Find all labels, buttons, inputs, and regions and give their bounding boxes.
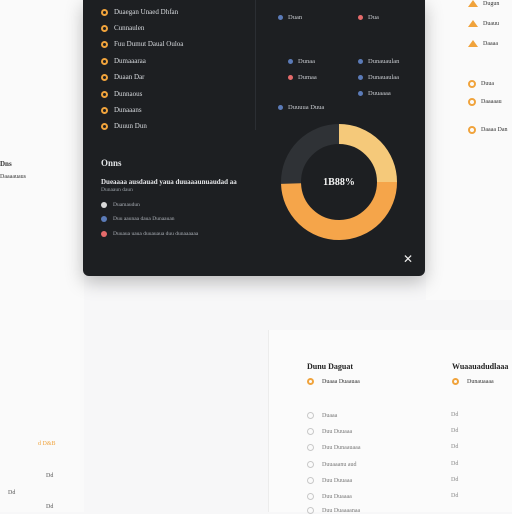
radio-icon: [307, 444, 314, 451]
option-item[interactable]: Dumaaaraa: [101, 57, 146, 65]
list-item[interactable]: Duu Dunaauaaa: [307, 444, 360, 451]
dot-icon: [288, 75, 293, 80]
option-item[interactable]: Duaan Dar: [101, 73, 145, 81]
row-value: Dd: [451, 428, 459, 434]
option-item[interactable]: Duaegan Unaed Dhfan: [101, 8, 178, 16]
option-item[interactable]: Fuu Dumut Daual Ouloa: [101, 40, 183, 48]
donut-segment-light: [338, 124, 397, 183]
list-item[interactable]: Dua: [358, 14, 379, 21]
list-item[interactable]: Duu Duuaaa: [307, 428, 352, 435]
legend-item: Duamaudun: [101, 202, 140, 208]
bottom-panel: [268, 330, 512, 512]
right-item[interactable]: Duua: [468, 80, 494, 88]
donut-segment-orange: [281, 181, 397, 240]
list-item[interactable]: Duu Duaaaanaa: [307, 507, 360, 514]
section-subtitle: Dueaaaa ausdauad yaua duuaaaunuaudad aa: [101, 178, 237, 186]
list-item[interactable]: Duu Duaaaa: [307, 493, 352, 500]
radio-icon: [307, 428, 314, 435]
legend-dot-icon: [101, 231, 107, 237]
radio-icon: [307, 477, 314, 484]
triangle-icon: [468, 40, 478, 47]
list-item[interactable]: Dumaa: [288, 74, 317, 81]
bottom-left-label: Dd: [8, 490, 16, 496]
row-value: Dd: [451, 444, 459, 450]
radio-icon: [101, 106, 108, 114]
radio-icon: [101, 73, 108, 81]
radio-icon: [101, 90, 108, 98]
option-item[interactable]: Duuun Dun: [101, 122, 147, 130]
dot-icon: [358, 59, 363, 64]
radio-icon: [101, 24, 108, 32]
list-item[interactable]: Duuaaaa: [358, 90, 391, 97]
dark-modal: Duaegan Unaed Dhfan Cunnaulen Fuu Dumut …: [83, 0, 425, 276]
column-title: Wuaauadudlaaa: [452, 362, 509, 371]
triangle-icon: [468, 20, 478, 27]
donut-svg: [281, 124, 397, 240]
list-item[interactable]: Duan: [278, 14, 302, 21]
row-value: Dd: [451, 477, 459, 483]
donut-center-label: 1B88%: [323, 176, 355, 188]
row-value: Dd: [451, 493, 459, 499]
left-heading: Dns: [0, 160, 12, 168]
left-note: Daaaauaus: [0, 174, 26, 180]
radio-icon: [468, 98, 476, 106]
right-item[interactable]: Daaaa Dan: [468, 126, 507, 134]
list-item[interactable]: Dunauaulaa: [358, 74, 399, 81]
radio-icon: [101, 57, 108, 65]
list-item[interactable]: Dunaa: [288, 58, 315, 65]
list-item[interactable]: Duaaa: [307, 412, 337, 419]
radio-icon: [101, 122, 108, 130]
legend-dot-icon: [101, 202, 107, 208]
section-caption: Dunaaun daun: [101, 187, 133, 193]
radio-icon: [307, 493, 314, 500]
radio-icon: [307, 412, 314, 419]
right-item[interactable]: Duauu: [468, 20, 499, 27]
option-item[interactable]: Dunnaous: [101, 90, 142, 98]
right-item[interactable]: Daaaaau: [468, 98, 502, 106]
radio-icon: [101, 40, 108, 48]
dot-icon: [288, 59, 293, 64]
radio-icon: [307, 378, 314, 385]
bottom-left-label: Dd: [46, 504, 54, 510]
option-item[interactable]: Dunaaans: [101, 106, 142, 114]
legend-dot-icon: [101, 216, 107, 222]
dot-icon: [278, 105, 283, 110]
option-item[interactable]: Cunnaulen: [101, 24, 144, 32]
list-item[interactable]: Dunauaulan: [358, 58, 399, 65]
radio-icon: [468, 126, 476, 134]
legend-item: Duu aaunaa daua Dunaauan: [101, 216, 175, 222]
right-item[interactable]: Dugun: [468, 0, 499, 7]
bottom-left-label: Dd: [46, 473, 54, 479]
list-item[interactable]: Duuuua Duua: [278, 104, 324, 111]
selected-option[interactable]: Dunauaaaa: [452, 378, 494, 385]
dot-icon: [358, 75, 363, 80]
column-title: Dunu Daguat: [307, 362, 354, 371]
radio-icon: [101, 8, 108, 16]
triangle-icon: [468, 0, 478, 7]
selected-option[interactable]: Duaaa Duaauaa: [307, 378, 360, 385]
dot-icon: [358, 15, 363, 20]
radio-icon: [468, 80, 476, 88]
radio-icon: [452, 378, 459, 385]
radio-icon: [307, 461, 314, 468]
divider: [255, 0, 256, 130]
list-item[interactable]: Duuaaanu aud: [307, 461, 357, 468]
dot-icon: [358, 91, 363, 96]
list-item[interactable]: Duu Duuaaa: [307, 477, 352, 484]
donut-chart: 1B88%: [277, 120, 401, 244]
dot-icon: [278, 15, 283, 20]
radio-icon: [307, 507, 314, 514]
legend-item: Duuaua uaua duuauaua duu dunaaaaaa: [101, 231, 198, 237]
section-title: Onns: [101, 158, 122, 168]
bottom-left-label: d D&B: [38, 441, 56, 447]
left-background: [0, 0, 84, 512]
row-value: Dd: [451, 461, 459, 467]
right-background: [426, 0, 512, 300]
row-value: Dd: [451, 412, 459, 418]
close-button[interactable]: ✕: [402, 252, 414, 266]
right-item[interactable]: Daaaa: [468, 40, 498, 47]
